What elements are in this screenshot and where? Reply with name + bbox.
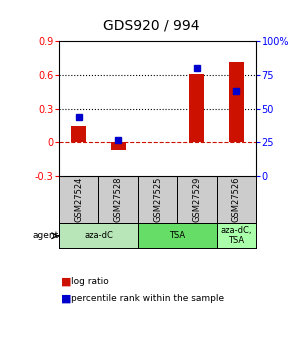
Text: GSM27524: GSM27524	[74, 177, 83, 222]
Bar	[217, 176, 256, 223]
Text: GDS920 / 994: GDS920 / 994	[103, 19, 200, 33]
Text: ■: ■	[61, 276, 71, 286]
Bar	[98, 176, 138, 223]
Text: GSM27528: GSM27528	[114, 177, 123, 222]
Text: TSA: TSA	[169, 231, 185, 240]
Bar	[229, 62, 244, 142]
Bar	[71, 126, 86, 142]
Text: percentile rank within the sample: percentile rank within the sample	[71, 294, 224, 303]
Bar	[177, 176, 217, 223]
Bar	[189, 74, 205, 142]
Text: aza-dC,
TSA: aza-dC, TSA	[221, 226, 252, 246]
Bar	[59, 223, 138, 248]
Bar	[217, 223, 256, 248]
Text: agent: agent	[32, 231, 58, 240]
Text: GSM27529: GSM27529	[192, 177, 201, 222]
Text: aza-dC: aza-dC	[84, 231, 113, 240]
Bar	[59, 176, 98, 223]
Text: GSM27526: GSM27526	[232, 177, 241, 222]
Bar	[138, 223, 217, 248]
Text: log ratio: log ratio	[71, 277, 108, 286]
Bar	[111, 142, 126, 150]
Bar	[138, 176, 177, 223]
Text: GSM27525: GSM27525	[153, 177, 162, 222]
Text: ■: ■	[61, 294, 71, 303]
